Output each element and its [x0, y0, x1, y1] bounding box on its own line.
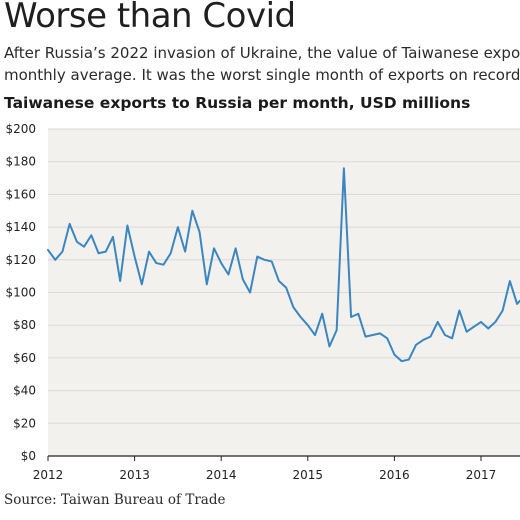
data-point	[364, 336, 367, 338]
y-tick-label: $160	[5, 187, 36, 201]
data-point	[198, 231, 201, 233]
data-point	[379, 332, 381, 334]
data-point	[134, 255, 136, 258]
data-point	[249, 291, 251, 294]
data-point	[415, 344, 417, 346]
data-point	[314, 334, 316, 336]
data-point	[69, 223, 71, 225]
y-tick-label: $140	[5, 220, 36, 234]
data-point	[112, 236, 114, 238]
x-tick-label: 2012	[33, 468, 64, 482]
chart-title: Taiwanese exports to Russia per month, U…	[4, 94, 471, 112]
data-point	[177, 226, 179, 228]
data-point	[76, 241, 78, 243]
data-point	[206, 283, 208, 285]
x-tick-label: 2015	[293, 468, 324, 482]
data-point	[437, 321, 439, 323]
data-point	[278, 280, 280, 282]
y-tick-label: $0	[21, 449, 36, 463]
data-point	[148, 251, 150, 253]
data-point	[444, 334, 446, 336]
y-tick-label: $60	[13, 351, 36, 365]
y-tick-label: $80	[13, 318, 36, 332]
data-point	[263, 259, 266, 261]
data-point	[213, 247, 215, 249]
data-point	[97, 252, 100, 254]
y-tick-label: $120	[5, 253, 36, 267]
data-point	[516, 303, 518, 305]
data-point	[429, 336, 432, 338]
data-point	[473, 326, 475, 328]
data-point	[119, 280, 121, 282]
data-point	[220, 262, 222, 264]
data-point	[502, 309, 504, 312]
data-point	[170, 252, 172, 254]
data-point	[162, 264, 165, 266]
data-point	[83, 246, 85, 248]
data-point	[480, 321, 482, 323]
data-point	[307, 324, 309, 326]
dek-line-1: After Russia’s 2022 invasion of Ukraine,…	[4, 44, 520, 62]
data-point	[408, 358, 410, 361]
data-point	[328, 345, 331, 348]
data-point	[292, 306, 294, 308]
data-point	[401, 360, 403, 362]
data-point	[509, 280, 511, 282]
data-point	[105, 251, 107, 253]
data-point	[487, 327, 489, 330]
data-point	[184, 251, 186, 253]
data-point	[235, 247, 237, 249]
data-point	[191, 210, 193, 212]
y-tick-label: $20	[13, 416, 36, 430]
x-tick-label: 2014	[206, 468, 237, 482]
data-point	[386, 337, 388, 339]
data-point	[242, 278, 244, 281]
dek: After Russia’s 2022 invasion of Ukraine,…	[4, 42, 520, 86]
y-tick-label: $100	[5, 286, 36, 300]
x-tick-label: 2016	[379, 468, 410, 482]
data-point	[357, 313, 359, 315]
y-tick-label: $200	[5, 122, 36, 136]
data-point	[336, 329, 338, 331]
data-point	[393, 354, 395, 356]
data-point	[90, 234, 92, 236]
data-point	[451, 337, 453, 339]
y-tick-label: $180	[5, 155, 36, 169]
data-point	[494, 321, 497, 323]
headline: Worse than Covid	[4, 0, 296, 36]
data-point	[343, 167, 345, 169]
y-tick-label: $40	[13, 384, 36, 398]
data-point	[126, 224, 128, 227]
data-point	[61, 251, 64, 253]
data-point	[458, 309, 460, 312]
source-note: Source: Taiwan Bureau of Trade	[4, 492, 226, 508]
data-point	[465, 331, 468, 333]
data-point	[285, 287, 287, 289]
dek-line-2: monthly average. It was the worst single…	[4, 66, 520, 84]
data-point	[256, 255, 258, 258]
data-point	[350, 316, 352, 318]
data-point	[271, 260, 273, 263]
data-point	[155, 262, 157, 264]
data-point	[372, 334, 374, 336]
data-point	[47, 249, 49, 251]
data-point	[299, 316, 302, 318]
data-point	[54, 259, 56, 261]
data-point	[422, 339, 424, 341]
data-point	[321, 313, 323, 315]
x-tick-label: 2017	[466, 468, 497, 482]
data-point	[227, 273, 230, 276]
x-tick-label: 2013	[119, 468, 150, 482]
data-point	[141, 283, 143, 285]
